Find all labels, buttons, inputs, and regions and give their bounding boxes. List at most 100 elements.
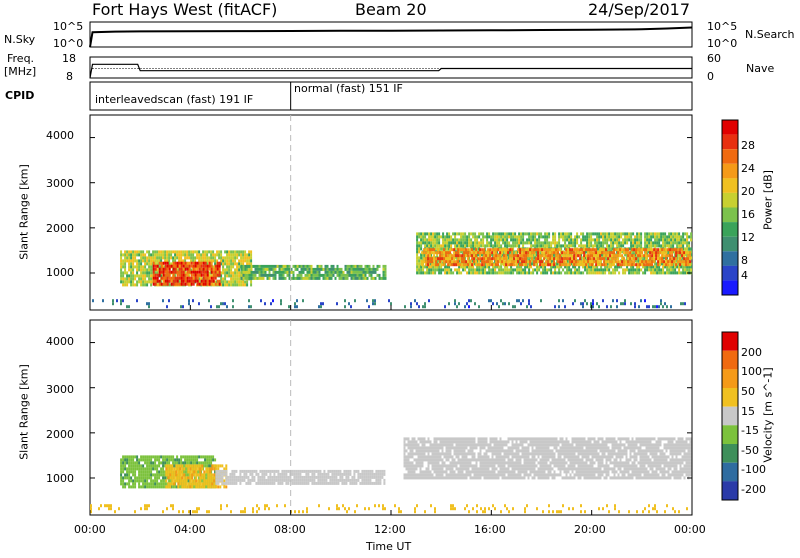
power-cell [441,257,443,260]
power-cell [624,241,626,244]
power-cell [248,250,250,253]
velocity-cell [172,461,174,464]
velocity-cell [313,479,315,482]
velocity-cell [285,470,287,473]
power-cell [644,235,646,238]
power-cell [122,283,124,286]
power-cell [579,251,581,254]
power-cell [582,271,584,274]
power-cell [669,257,671,260]
power-cell [468,305,470,308]
velocity-cell [229,482,231,485]
power-cell [176,256,178,259]
power-cell [555,251,557,254]
velocity-cell [177,485,179,488]
velocity-cell [231,479,233,482]
power-cell [452,238,454,241]
power-cell [685,251,687,254]
velocity-cell [177,479,179,482]
power-cell [357,265,359,268]
power-cell [585,260,587,263]
power-cell [201,280,203,283]
power-cell [547,254,549,257]
velocity-cell [219,464,221,467]
power-cell [150,283,152,286]
velocity-cell [297,482,299,485]
velocity-cell [209,485,211,488]
power-cell [177,265,179,268]
power-cell [562,232,564,235]
velocity-cell [444,443,446,446]
power-cell [297,277,299,280]
power-cell [603,251,605,254]
velocity-cell [150,461,152,464]
velocity-cell [404,476,406,479]
power-cell [584,244,586,247]
power-cell [293,271,295,274]
power-cell [189,268,191,271]
velocity-cell [126,455,128,458]
power-cell [687,254,689,257]
power-cell [607,257,609,260]
velocity-cell [201,464,203,467]
power-cell [261,274,263,277]
power-cell [648,235,650,238]
power-cell [164,250,166,253]
velocity-cell [311,476,313,479]
power-cell [187,274,189,277]
velocity-cell [333,479,335,482]
power-cell [598,241,600,244]
velocity-cell [271,482,273,485]
velocity-cell [175,473,177,476]
power-cell [682,232,684,235]
velocity-cell [120,461,122,464]
velocity-cell [199,476,201,479]
power-cell [128,250,130,253]
velocity-cell [196,461,198,464]
power-cell [460,235,462,238]
velocity-cell [138,485,140,488]
velocity-cell [140,479,142,482]
power-cell [532,238,534,241]
power-cell [345,277,347,280]
power-cell [180,305,182,308]
power-cell [481,260,483,263]
velocity-cell [162,455,164,458]
velocity-cell [261,479,263,482]
power-cell [204,253,206,256]
power-cell [226,250,228,253]
power-cell [230,250,232,253]
velocity-cell [187,476,189,479]
power-cell [656,244,658,247]
power-cell [193,262,195,265]
power-cell [435,251,437,254]
power-cell [686,238,688,241]
power-cell [568,241,570,244]
velocity-cell [132,464,134,467]
power-cell [467,254,469,257]
power-cell [163,283,165,286]
velocity-cell [196,455,198,458]
power-cell [661,254,663,257]
power-cell [637,263,639,266]
velocity-cell [171,467,173,470]
velocity-cell [295,479,297,482]
power-cell [593,257,595,260]
velocity-cell [177,467,179,470]
power-cell [517,257,519,260]
power-cell [480,271,482,274]
power-cell [517,254,519,257]
velocity-cell [142,464,144,467]
power-cell [153,283,155,286]
power-cell [640,268,642,271]
power-cell [478,235,480,238]
velocity-cell [156,455,158,458]
power-cell [562,268,564,271]
power-cell [323,277,325,280]
nsky-frame [90,22,692,47]
power-cell [246,259,248,262]
power-cell [682,244,684,247]
power-cell [454,235,456,238]
velocity-cell [233,482,235,485]
velocity-cell [201,485,203,488]
